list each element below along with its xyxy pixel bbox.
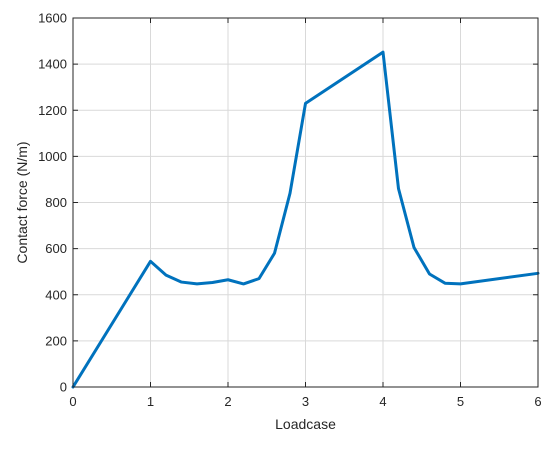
x-tick-label: 2 [224, 394, 231, 409]
y-tick-label: 0 [60, 380, 67, 395]
ticks: 0 1 2 3 4 5 6 0 200 400 600 800 1000 1200 1400 1600 [38, 11, 542, 410]
y-tick-label: 1400 [38, 57, 67, 72]
series-line [71, 50, 540, 389]
y-tick-label: 800 [45, 195, 67, 210]
x-tick-label: 5 [457, 394, 464, 409]
series-layer [71, 50, 540, 389]
grid [72, 17, 539, 388]
y-tick-label: 1000 [38, 149, 67, 164]
x-axis-label: Loadcase [275, 416, 336, 432]
y-axis-label: Contact force (N/m) [14, 141, 30, 263]
x-tick-label: 0 [69, 394, 76, 409]
y-tick-label: 1200 [38, 103, 67, 118]
x-tick-label: 3 [302, 394, 309, 409]
y-tick-label: 400 [45, 287, 67, 302]
x-tick-label: 6 [534, 394, 541, 409]
y-tick-label: 200 [45, 333, 67, 348]
y-tick-label: 1600 [38, 11, 67, 26]
x-tick-label: 1 [147, 394, 154, 409]
x-tick-label: 4 [379, 394, 386, 409]
y-tick-label: 600 [45, 241, 67, 256]
